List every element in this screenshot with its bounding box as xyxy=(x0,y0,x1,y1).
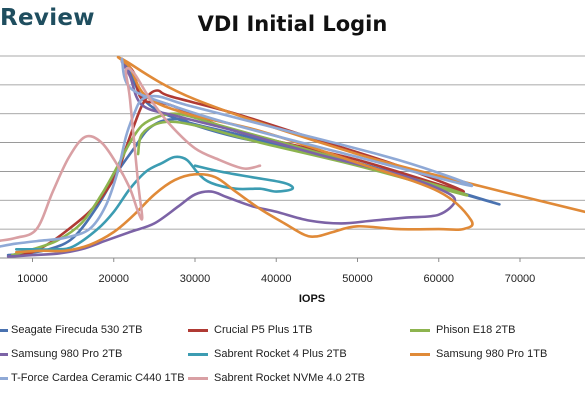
series-line-8 xyxy=(0,66,262,242)
x-tick-label: 30000 xyxy=(180,273,211,285)
x-tick-label: 10000 xyxy=(17,273,48,285)
legend-item: Samsung 980 Pro 1TB xyxy=(410,348,547,360)
series-line-3 xyxy=(10,112,469,257)
legend-label: Samsung 980 Pro 2TB xyxy=(11,348,123,360)
x-tick-label: 20000 xyxy=(98,273,129,285)
legend-item: Seagate Firecuda 530 2TB xyxy=(0,324,142,336)
brand-logo-text: Review xyxy=(0,5,95,31)
legend-swatch xyxy=(188,376,208,380)
series-line-4 xyxy=(6,60,457,258)
legend-swatch xyxy=(410,352,430,356)
x-axis: 10000 20000 30000 40000 50000 60000 70000 xyxy=(0,257,585,285)
series-line-5 xyxy=(15,155,295,251)
line-chart: 10000 20000 30000 40000 50000 60000 70000 IOPS xyxy=(0,55,585,305)
legend-swatch xyxy=(188,328,208,332)
legend-swatch xyxy=(410,328,430,332)
legend-swatch xyxy=(0,328,8,332)
series-line-1 xyxy=(6,57,501,257)
legend-label: Crucial P5 Plus 1TB xyxy=(214,324,313,336)
legend-label: Sabrent Rocket 4 Plus 2TB xyxy=(214,348,347,360)
legend-label: Seagate Firecuda 530 2TB xyxy=(11,324,143,336)
series-lines xyxy=(0,55,585,258)
legend-label: Sabrent Rocket NVMe 4.0 2TB xyxy=(214,372,366,384)
gridlines xyxy=(0,55,585,259)
chart-title: VDI Initial Login xyxy=(197,12,388,36)
x-tick-label: 40000 xyxy=(261,273,292,285)
x-axis-label: IOPS xyxy=(299,293,325,305)
legend-item: Phison E18 2TB xyxy=(410,324,516,336)
legend-item: T-Force Cardea Ceramic C440 1TB xyxy=(0,372,185,384)
x-tick-label: 60000 xyxy=(423,273,454,285)
legend-label: T-Force Cardea Ceramic C440 1TB xyxy=(11,372,185,384)
legend-item: Sabrent Rocket 4 Plus 2TB xyxy=(188,348,347,360)
series-line-6 xyxy=(15,55,585,254)
legend-item: Sabrent Rocket NVMe 4.0 2TB xyxy=(188,372,365,384)
legend-swatch xyxy=(0,376,8,380)
legend-item: Samsung 980 Pro 2TB xyxy=(0,348,122,360)
legend-label: Samsung 980 Pro 1TB xyxy=(436,348,548,360)
chart-legend: Seagate Firecuda 530 2TB Crucial P5 Plus … xyxy=(0,322,585,401)
legend-swatch xyxy=(0,352,8,356)
x-tick-label: 50000 xyxy=(342,273,373,285)
series-line-7 xyxy=(0,57,474,248)
legend-label: Phison E18 2TB xyxy=(436,324,516,336)
legend-item: Crucial P5 Plus 1TB xyxy=(188,324,312,336)
legend-swatch xyxy=(188,352,208,356)
x-tick-label: 70000 xyxy=(505,273,536,285)
